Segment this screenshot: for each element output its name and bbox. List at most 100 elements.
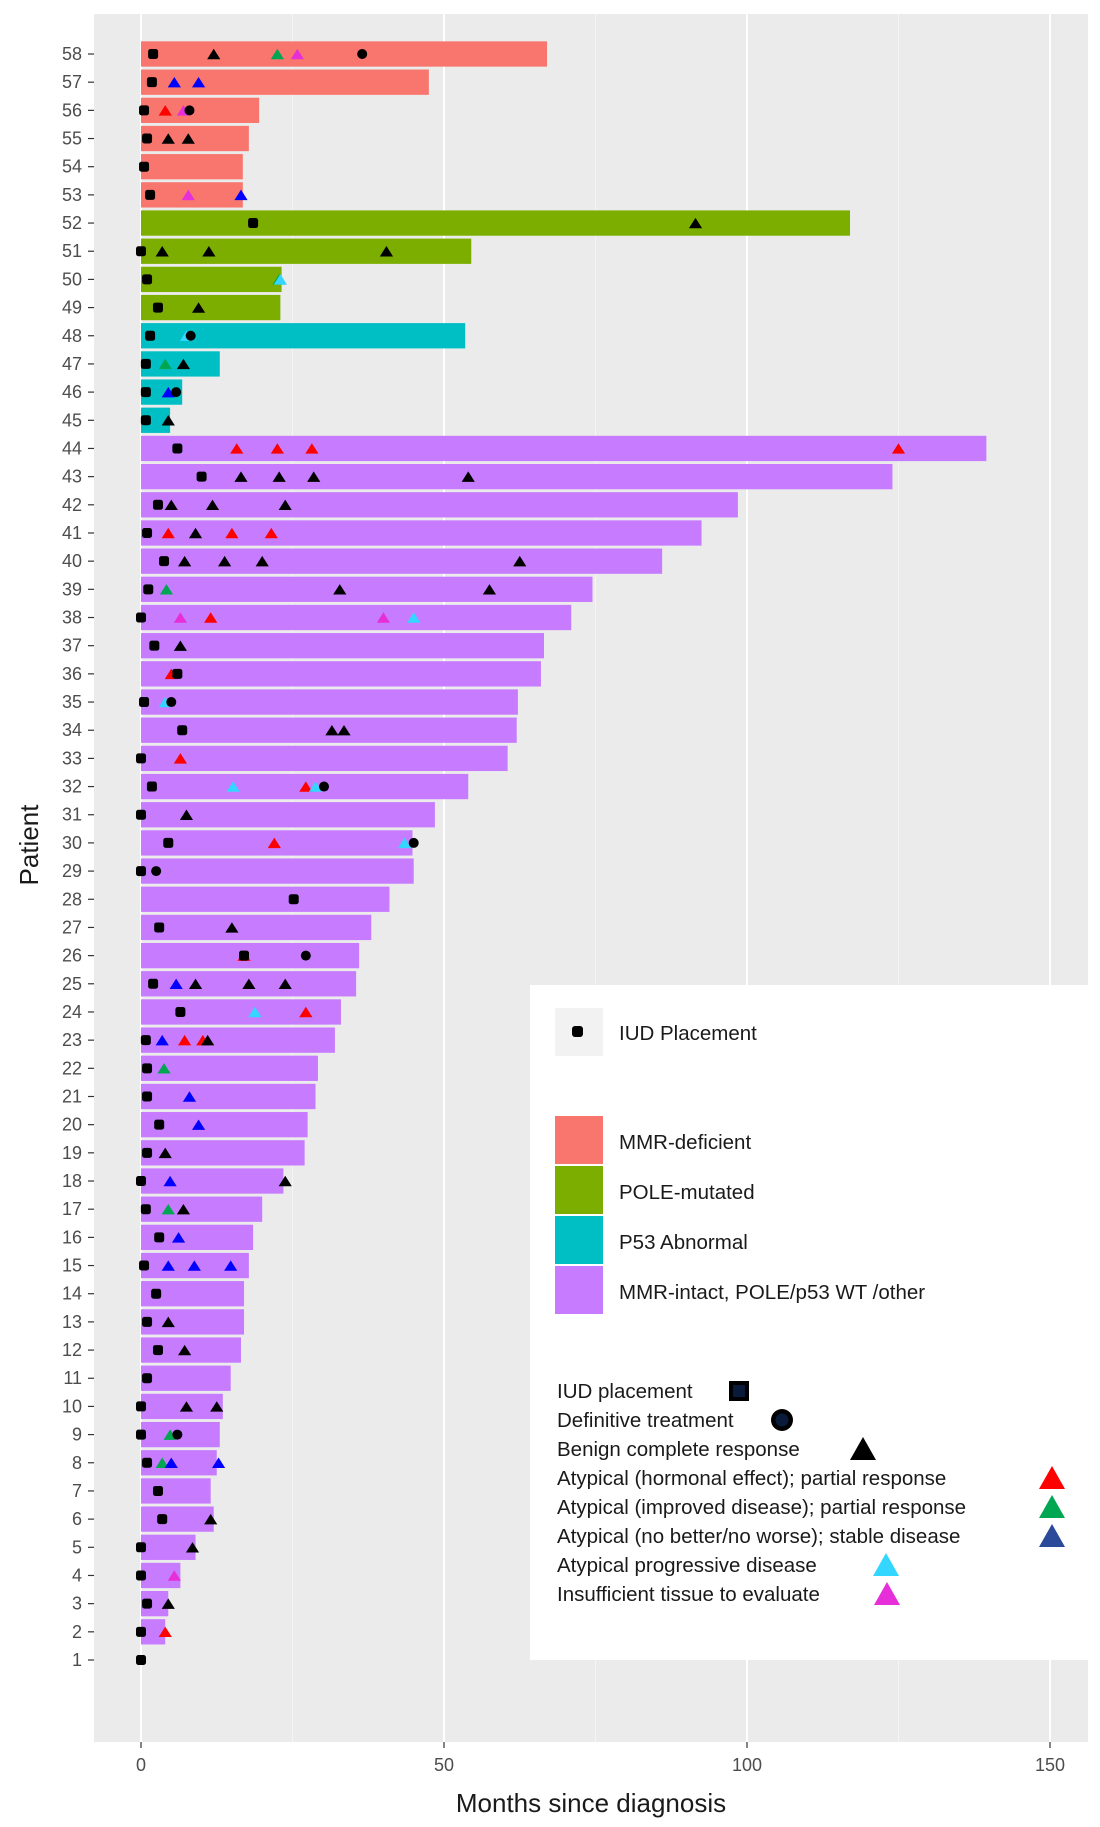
marker-iud-patient-40: [159, 556, 170, 567]
marker-iud-patient-3: [142, 1598, 153, 1609]
marker-hormonal-patient-41: [161, 527, 175, 539]
marker-iud-patient-6: [157, 1514, 168, 1525]
marker-benign-patient-40: [513, 555, 527, 567]
marker-benign-patient-34: [337, 724, 351, 736]
bar-patient-18: [141, 1168, 284, 1194]
y-tick-label: 25: [62, 974, 82, 994]
marker-hormonal-patient-23: [178, 1034, 192, 1046]
marker-iud-patient-55: [142, 133, 153, 144]
bar-patient-10: [141, 1393, 223, 1420]
bar-patient-5: [141, 1534, 196, 1560]
legend-improved-glyph: [1039, 1495, 1065, 1518]
y-tick-label: 22: [62, 1058, 82, 1078]
marker-iud-patient-17: [140, 1204, 151, 1215]
marker-stable-patient-21: [182, 1091, 197, 1102]
legend-group-label: P53 Abnormal: [619, 1231, 748, 1254]
y-tick-label: 27: [62, 917, 82, 937]
marker-progressive-patient-24: [248, 1006, 262, 1018]
marker-iud-patient-9: [136, 1429, 146, 1440]
y-tick-label: 48: [62, 326, 82, 346]
marker-iud-patient-37: [149, 640, 160, 651]
bar-patient-41: [141, 520, 702, 546]
marker-hormonal-patient-32: [299, 781, 313, 792]
x-axis: 0 50 100 150: [136, 1742, 1065, 1775]
y-tick-label: 55: [62, 129, 82, 149]
marker-benign-patient-51: [155, 246, 169, 257]
legend-marker-label: Atypical (no better/no worse); stable di…: [557, 1525, 960, 1548]
marker-iud-patient-33: [136, 753, 146, 764]
marker-def-patient-35: [166, 697, 177, 708]
y-tick-label: 19: [62, 1143, 82, 1163]
y-tick-label: 29: [62, 861, 82, 881]
marker-benign-patient-40: [255, 555, 269, 567]
legend-marker-label: Definitive treatment: [557, 1409, 734, 1432]
marker-hormonal-patient-38: [204, 612, 218, 623]
y-tick-label: 58: [62, 44, 82, 64]
bar-patient-23: [141, 1027, 335, 1053]
bar-patient-7: [141, 1478, 211, 1504]
marker-iud-patient-22: [142, 1063, 153, 1074]
y-tick-label: 5: [72, 1537, 82, 1557]
y-tick-label: 23: [62, 1030, 82, 1050]
marker-iud-patient-56: [139, 105, 150, 116]
y-tick-label: 52: [62, 213, 82, 233]
marker-iud-patient-47: [140, 358, 151, 369]
marker-hormonal-patient-33: [173, 753, 187, 764]
marker-benign-patient-49: [191, 302, 206, 313]
y-tick-label: 4: [72, 1565, 82, 1585]
bar-patient-51: [141, 238, 472, 264]
y-tick-label: 44: [62, 438, 82, 458]
marker-benign-patient-42: [278, 499, 292, 511]
legend-group-label: MMR-deficient: [619, 1131, 751, 1154]
bar-patient-36: [141, 661, 541, 687]
marker-progressive-patient-38: [407, 612, 421, 623]
marker-iud-patient-31: [136, 809, 146, 820]
bar-patient-27: [141, 914, 372, 941]
marker-benign-patient-10: [179, 1401, 194, 1412]
marker-def-patient-30: [408, 837, 419, 848]
y-tick-label: 28: [62, 889, 82, 909]
x-tick-label: 100: [732, 1755, 762, 1775]
bar-patient-42: [141, 492, 738, 518]
marker-iud-patient-44: [172, 443, 183, 454]
y-tick-label: 32: [62, 777, 82, 797]
marker-progressive-patient-50: [273, 274, 287, 285]
marker-iud-patient-41: [142, 527, 153, 538]
marker-benign-patient-43: [307, 471, 321, 482]
y-tick-label: 2: [72, 1622, 82, 1642]
y-tick-label: 13: [62, 1312, 82, 1332]
legend-marker-label: Atypical (improved disease); partial res…: [557, 1496, 966, 1519]
marker-benign-patient-37: [173, 640, 187, 651]
marker-improved-patient-39: [159, 584, 174, 595]
marker-def-patient-46: [171, 387, 182, 398]
legend-marker-label: Insufficient tissue to evaluate: [557, 1583, 820, 1606]
marker-benign-patient-45: [161, 415, 175, 426]
marker-iud-patient-19: [142, 1147, 153, 1158]
marker-def-patient-48: [185, 330, 196, 341]
bar-patient-22: [141, 1055, 318, 1081]
marker-iud-patient-49: [152, 302, 163, 313]
marker-hormonal-patient-41: [225, 527, 239, 539]
marker-def-patient-56: [184, 105, 195, 116]
legend-marker-label: Atypical (hormonal effect); partial resp…: [557, 1467, 946, 1490]
marker-insufficient-patient-58: [290, 48, 304, 60]
marker-stable-patient-15: [224, 1260, 238, 1271]
y-tick-label: 38: [62, 608, 82, 628]
marker-iud-patient-26: [239, 950, 250, 961]
y-tick-label: 7: [72, 1481, 82, 1501]
marker-iud-patient-16: [154, 1232, 165, 1243]
marker-benign-patient-6: [204, 1513, 218, 1525]
y-tick-label: 43: [62, 467, 82, 487]
y-tick-label: 50: [62, 269, 82, 289]
marker-iud-patient-25: [148, 978, 159, 989]
marker-benign-patient-42: [205, 499, 220, 511]
marker-stable-patient-15: [187, 1260, 201, 1271]
legend-group-swatch: [555, 1216, 603, 1264]
marker-iud-patient-43: [196, 471, 207, 482]
marker-iud-patient-15: [139, 1260, 150, 1271]
marker-improved-patient-47: [158, 358, 172, 370]
y-tick-label: 40: [62, 551, 82, 571]
marker-hormonal-patient-41: [264, 527, 278, 539]
y-tick-label: 21: [62, 1086, 82, 1106]
legend-group-label: POLE-mutated: [619, 1181, 755, 1204]
